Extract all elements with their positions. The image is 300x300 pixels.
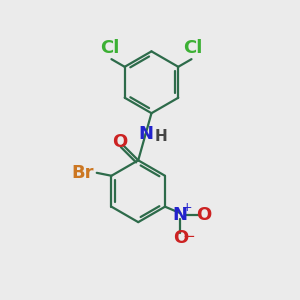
Text: Cl: Cl (100, 39, 120, 57)
Text: H: H (155, 129, 168, 144)
Text: N: N (138, 125, 153, 143)
Text: O: O (173, 230, 188, 247)
Text: O: O (112, 133, 127, 151)
Text: O: O (196, 206, 212, 224)
Text: Cl: Cl (183, 39, 203, 57)
Text: −: − (182, 229, 195, 244)
Text: +: + (182, 201, 192, 214)
Text: Br: Br (72, 164, 94, 182)
Text: N: N (173, 206, 188, 224)
